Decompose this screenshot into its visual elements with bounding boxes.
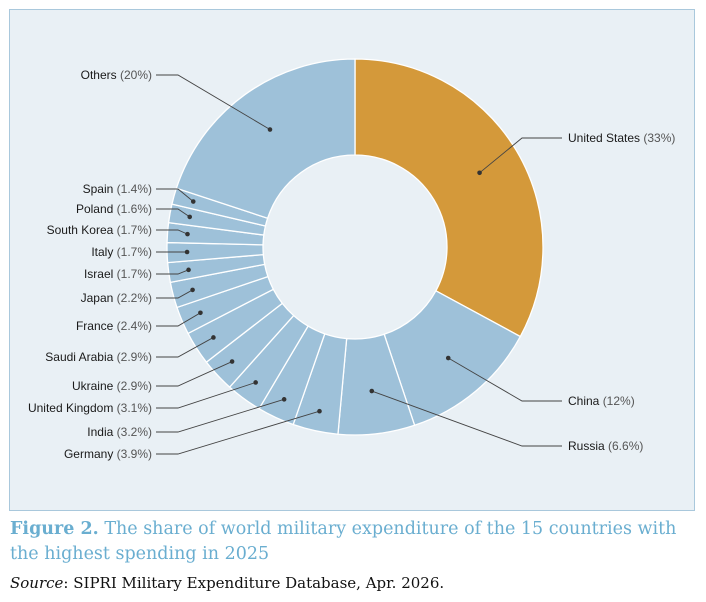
label-others: Others (20%) xyxy=(81,68,152,82)
leader-line-united-kingdom xyxy=(156,382,256,409)
leader-dot-ukraine xyxy=(229,359,235,364)
leader-line-france xyxy=(156,312,201,327)
leader-dot-poland xyxy=(187,214,193,220)
leader-dot-united-states xyxy=(477,170,482,176)
label-france: France (2.4%) xyxy=(76,319,152,333)
label-china: China (12%) xyxy=(568,394,635,408)
leader-line-germany xyxy=(156,410,320,455)
leader-line-china xyxy=(448,357,562,402)
leader-dot-japan xyxy=(190,287,195,293)
source-text: : SIPRI Military Expenditure Database, A… xyxy=(63,574,445,592)
label-japan: Japan (2.2%) xyxy=(81,291,152,305)
leader-line-south-korea xyxy=(156,229,188,235)
leader-dot-saudi-arabia xyxy=(211,335,216,340)
label-saudi-arabia: Saudi Arabia (2.9%) xyxy=(45,350,152,364)
leader-dot-south-korea xyxy=(185,231,190,237)
leader-dot-italy xyxy=(184,249,190,255)
leader-line-india xyxy=(156,398,285,433)
figure-label: Figure 2. xyxy=(10,519,99,539)
slice-united-states xyxy=(354,58,544,338)
label-south-korea: South Korea (1.7%) xyxy=(47,223,152,237)
label-united-kingdom: United Kingdom (3.1%) xyxy=(28,401,152,415)
label-ukraine: Ukraine (2.9%) xyxy=(72,379,152,393)
leader-dot-united-kingdom xyxy=(253,380,258,385)
leader-dot-china xyxy=(445,355,451,361)
label-germany: Germany (3.9%) xyxy=(64,447,152,461)
leader-line-spain xyxy=(156,188,194,202)
label-india: India (3.2%) xyxy=(87,425,152,439)
leader-dot-india xyxy=(281,397,287,402)
chart-slices xyxy=(166,58,544,436)
label-poland: Poland (1.6%) xyxy=(76,202,152,216)
leader-line-saudi-arabia xyxy=(156,337,214,358)
label-italy: Italy (1.7%) xyxy=(91,245,152,259)
leader-line-japan xyxy=(156,289,193,299)
leader-dot-france xyxy=(198,310,203,316)
leader-line-united-states xyxy=(479,137,562,174)
leader-line-poland xyxy=(156,208,190,218)
leader-dot-israel xyxy=(186,267,191,273)
leader-line-others xyxy=(156,74,271,130)
leader-line-ukraine xyxy=(156,361,233,387)
leader-dot-germany xyxy=(317,408,322,414)
chart-labels: United States (33%) China (12%) Russia (6.… xyxy=(28,68,675,461)
leader-dot-russia xyxy=(369,388,375,394)
donut-chart: United States (33%) China (12%) Russia (6.… xyxy=(28,58,675,461)
slice-others xyxy=(175,58,356,220)
figure-caption-text: The share of world military expenditure … xyxy=(10,519,677,564)
leader-dot-others xyxy=(267,127,273,132)
leader-line-israel xyxy=(156,269,189,275)
source-note: Source: SIPRI Military Expenditure Datab… xyxy=(10,574,700,592)
leader-line-russia xyxy=(371,390,562,447)
label-israel: Israel (1.7%) xyxy=(84,267,152,281)
source-label: Source xyxy=(10,574,64,592)
label-spain: Spain (1.4%) xyxy=(83,182,152,196)
leader-dot-spain xyxy=(190,199,196,204)
label-russia: Russia (6.6%) xyxy=(568,439,643,453)
label-united-states: United States (33%) xyxy=(568,131,675,145)
figure-caption: Figure 2. The share of world military ex… xyxy=(10,517,700,567)
